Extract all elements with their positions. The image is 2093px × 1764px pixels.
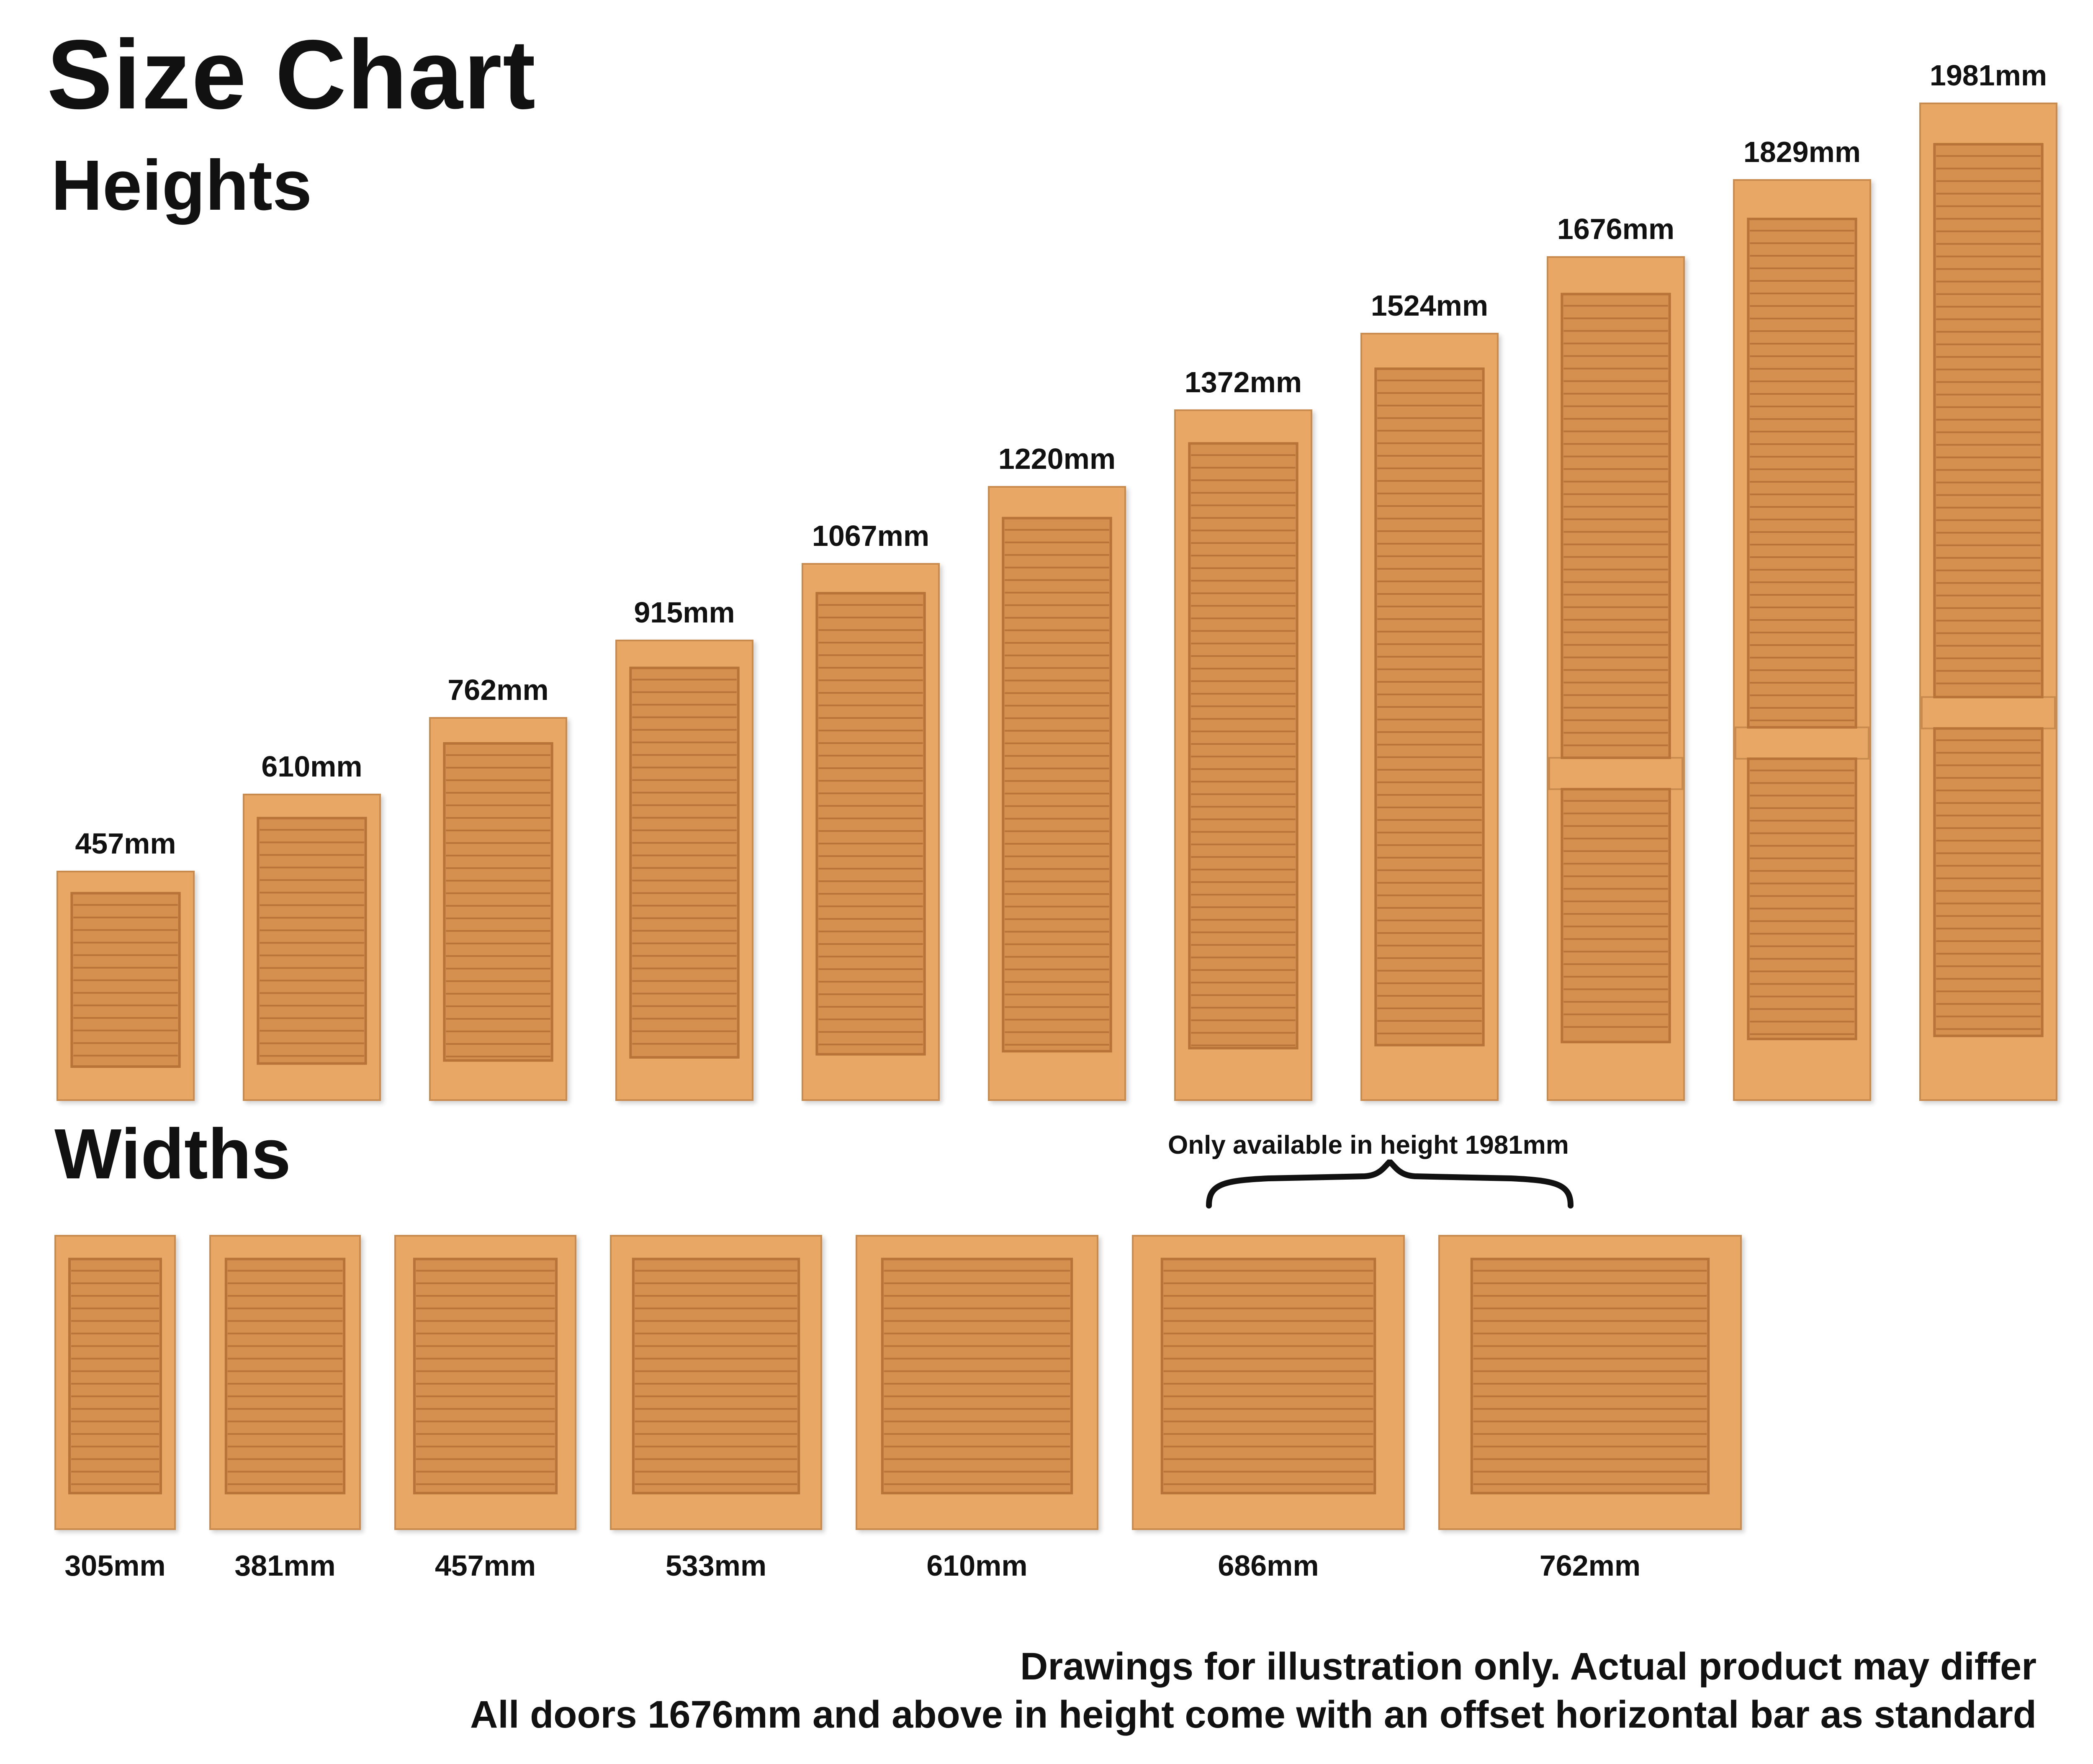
heights-heading: Heights bbox=[51, 146, 312, 225]
width-label: 686mm bbox=[1218, 1549, 1319, 1582]
height-door-457mm bbox=[57, 871, 195, 1101]
height-door-762mm bbox=[429, 717, 567, 1101]
height-door-1829mm bbox=[1733, 179, 1871, 1101]
width-availability-note: Only available in height 1981mm bbox=[1168, 1131, 1569, 1160]
width-label: 610mm bbox=[926, 1549, 1028, 1582]
width-door-381mm bbox=[209, 1235, 361, 1530]
height-door-1372mm bbox=[1174, 409, 1312, 1101]
footer-disclaimer: Drawings for illustration only. Actual p… bbox=[1020, 1645, 2036, 1688]
width-door-457mm bbox=[394, 1235, 576, 1530]
height-label: 1067mm bbox=[812, 519, 930, 552]
width-label: 381mm bbox=[234, 1549, 336, 1582]
height-label: 1524mm bbox=[1370, 289, 1489, 322]
height-door-1981mm bbox=[1919, 103, 2057, 1101]
height-door-1676mm bbox=[1547, 256, 1685, 1101]
height-door-1220mm bbox=[988, 486, 1126, 1101]
height-door-1524mm bbox=[1360, 333, 1499, 1101]
width-door-305mm bbox=[54, 1235, 176, 1530]
brace-icon bbox=[1206, 1160, 1574, 1209]
height-label: 610mm bbox=[261, 750, 363, 783]
width-door-610mm bbox=[856, 1235, 1098, 1530]
height-label: 1981mm bbox=[1929, 59, 2047, 92]
height-label: 1676mm bbox=[1557, 213, 1675, 245]
width-door-686mm bbox=[1132, 1235, 1405, 1530]
height-door-1067mm bbox=[802, 563, 940, 1101]
width-label: 457mm bbox=[435, 1549, 536, 1582]
footer-offset-bar-note: All doors 1676mm and above in height com… bbox=[470, 1693, 2036, 1736]
width-door-762mm bbox=[1438, 1235, 1742, 1530]
page-title: Size Chart bbox=[47, 19, 537, 129]
height-label: 457mm bbox=[75, 827, 176, 860]
width-door-533mm bbox=[610, 1235, 822, 1530]
widths-heading: Widths bbox=[54, 1114, 291, 1194]
height-label: 1829mm bbox=[1743, 136, 1861, 168]
height-label: 762mm bbox=[447, 674, 549, 706]
height-label: 1220mm bbox=[998, 442, 1116, 475]
height-label: 915mm bbox=[634, 596, 735, 629]
height-door-610mm bbox=[243, 794, 381, 1101]
width-label: 533mm bbox=[665, 1549, 767, 1582]
width-label: 305mm bbox=[64, 1549, 166, 1582]
height-door-915mm bbox=[615, 640, 753, 1101]
height-label: 1372mm bbox=[1184, 366, 1302, 399]
width-label: 762mm bbox=[1539, 1549, 1641, 1582]
